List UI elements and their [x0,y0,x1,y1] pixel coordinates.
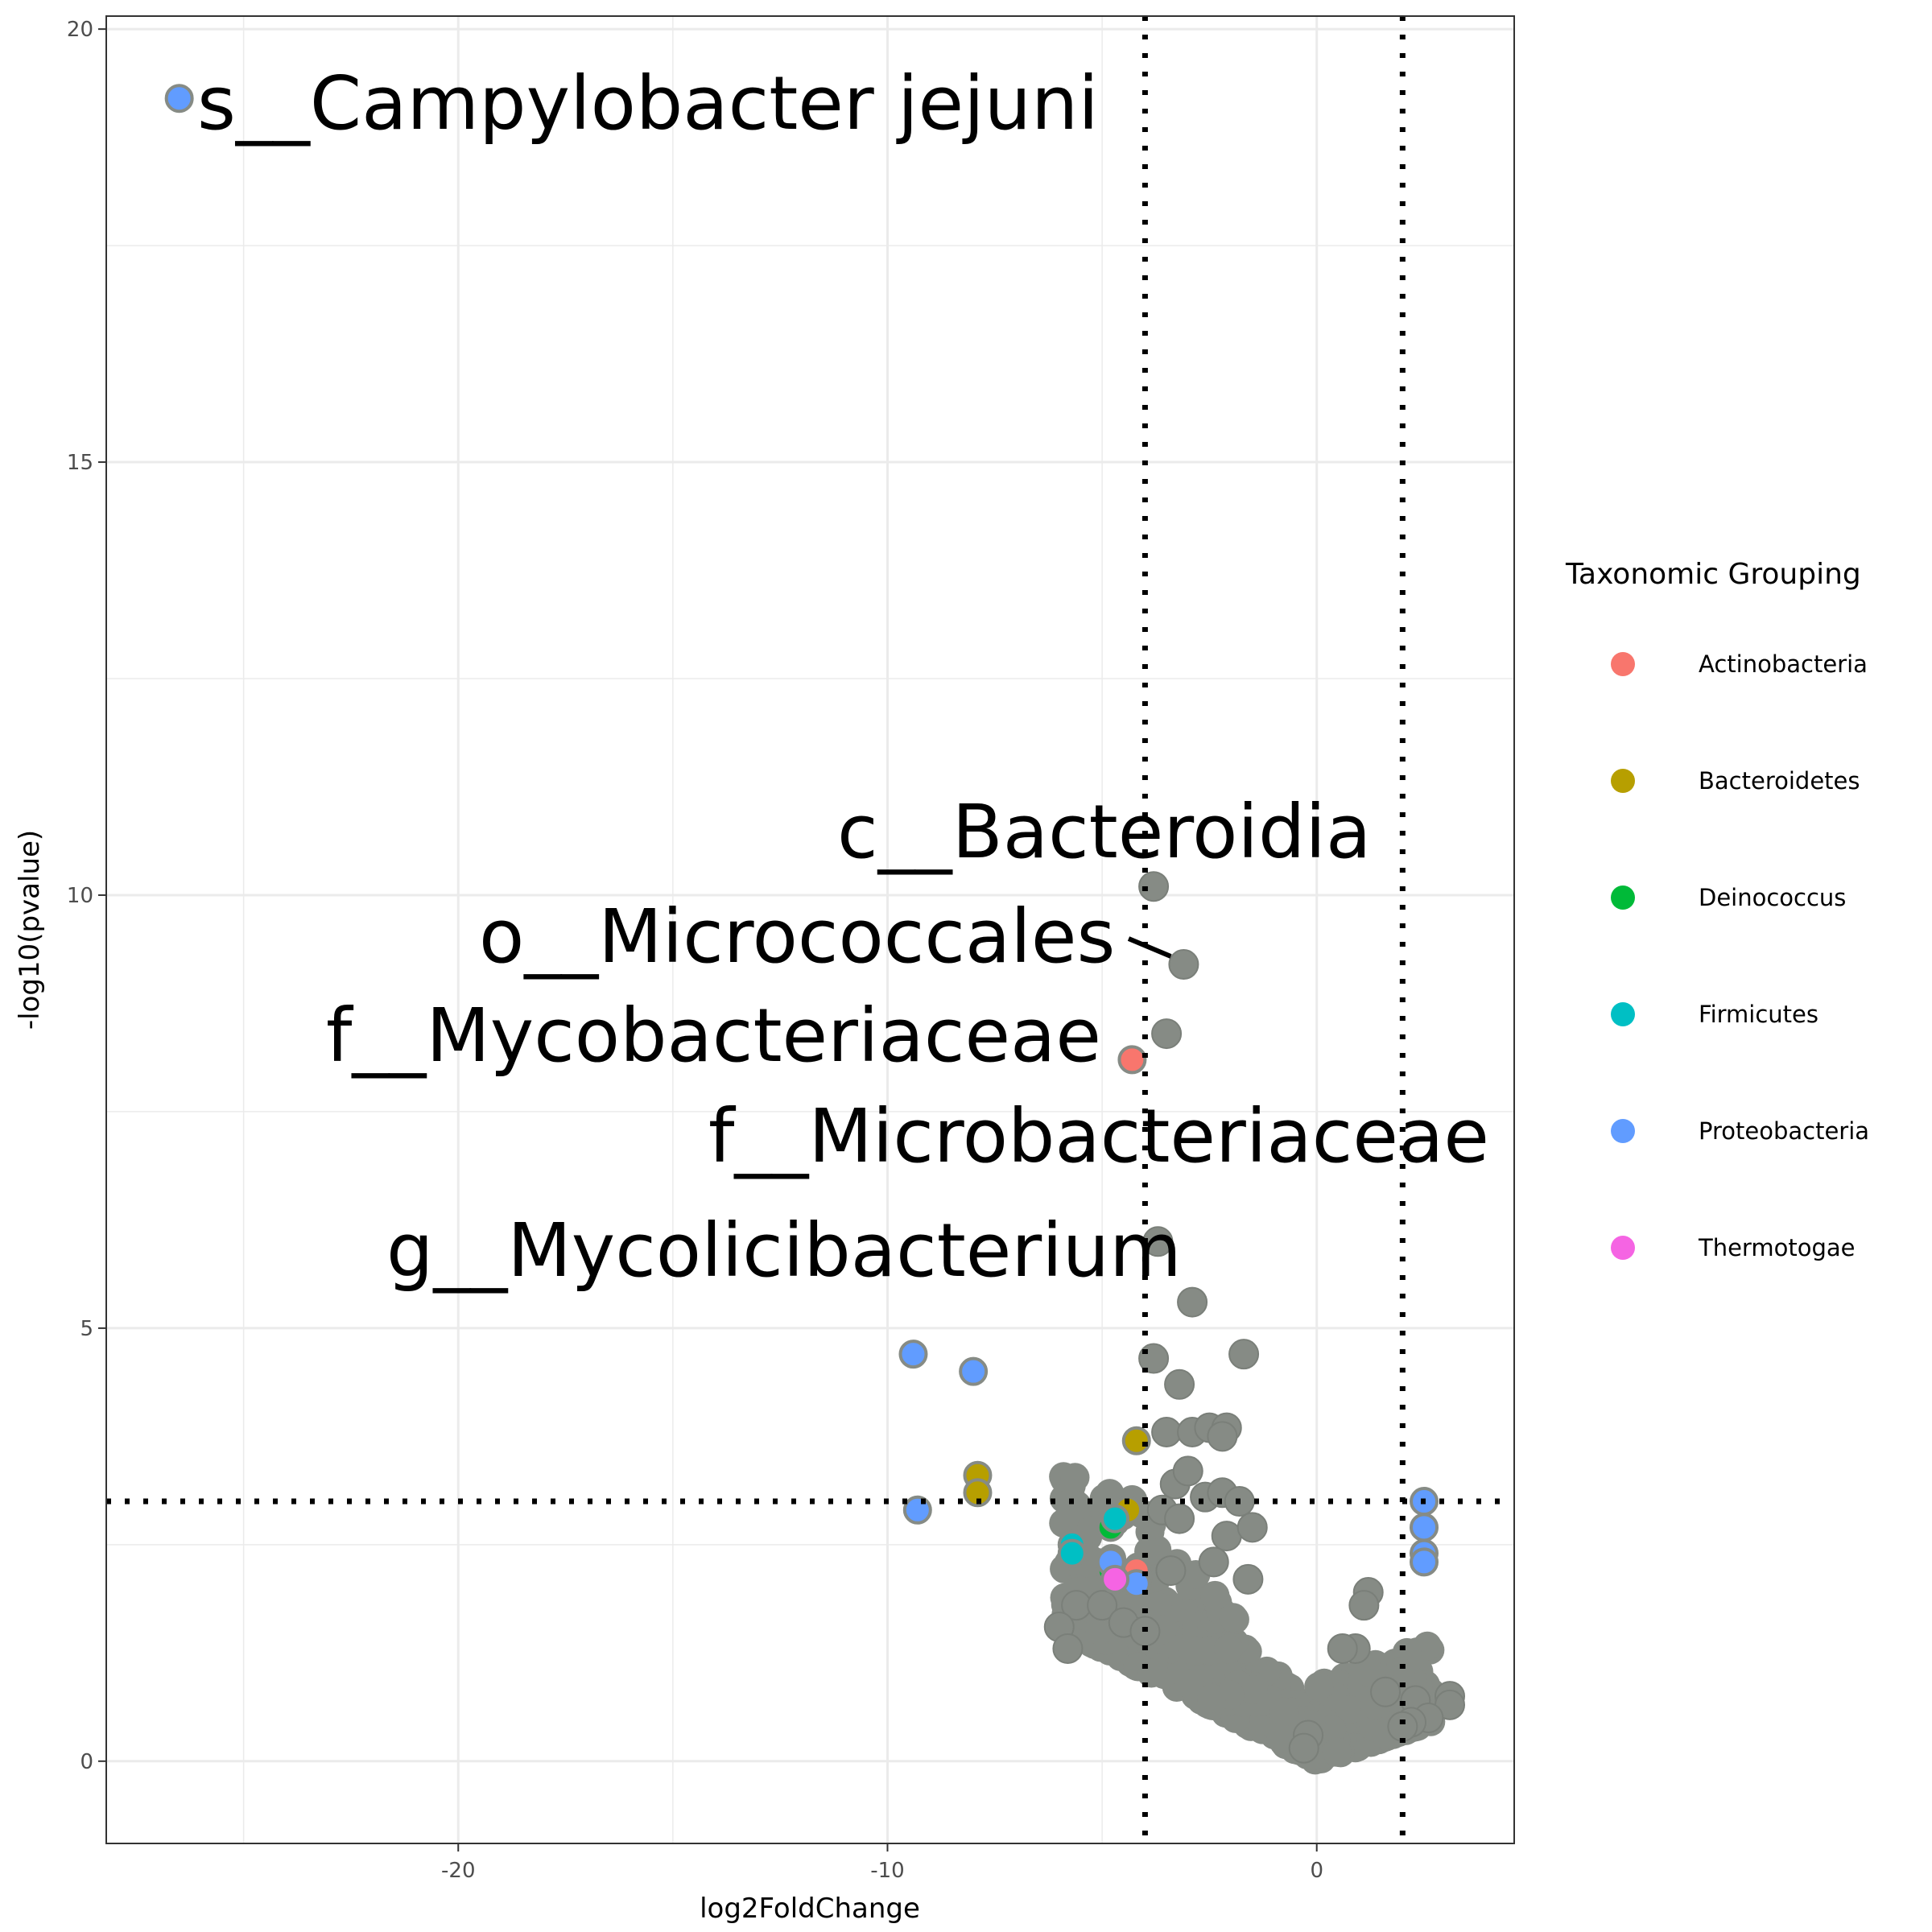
background-point [1352,1657,1381,1686]
background-point [1200,1580,1230,1610]
background-point [1168,949,1199,980]
legend-key-proteobacteria [1611,1119,1635,1143]
y-tick-label: 15 [67,451,93,475]
point-proteobacteria [1410,1513,1439,1542]
legend-label-thermotogae: Thermotogae [1698,1234,1855,1261]
background-point [1236,1512,1268,1543]
background-point [1232,1563,1264,1595]
legend-label-deinococcus: Deinococcus [1699,884,1846,911]
point-annotations: s__Campylobacter jejuni c__Bacteroidia o__… [197,60,1489,1294]
background-point [1304,1672,1334,1702]
label-c-bacteroidia: c__Bacteroidia [837,789,1371,875]
y-axis-title: -log10(pvalue) [14,830,46,1030]
background-point [1322,1737,1352,1767]
threshold-lines [106,16,1514,1843]
background-point [1197,1683,1227,1713]
background-point [1143,1591,1173,1621]
background-point [1387,1711,1418,1742]
point-proteobacteria [898,1340,928,1369]
plot-panel-border [105,15,1515,1844]
legend-title: Taxonomic Grouping [1565,558,1861,591]
point-actinobacteria [1117,1045,1147,1075]
legend-label-proteobacteria: Proteobacteria [1699,1117,1869,1145]
label-connector [1127,936,1172,959]
legend-key-firmicutes [1611,1002,1635,1026]
label-g-mycolicibacterium: g__Mycolicibacterium [386,1208,1182,1294]
background-point [1151,1018,1183,1050]
x-axis-title: log2FoldChange [700,1893,920,1925]
background-point [1164,1368,1195,1400]
background-point [1207,1421,1238,1452]
background-point [1060,1463,1090,1492]
background-point [1138,871,1170,902]
label-o-micrococcales: o__Micrococcales [479,894,1115,980]
background-point [1218,1603,1248,1633]
background-point [1052,1633,1084,1664]
background-point [1370,1676,1402,1707]
point-firmicutes [1057,1538,1087,1568]
background-point [1327,1633,1358,1664]
legend-key-thermotogae [1611,1236,1635,1260]
label-s-campylobacter-jejuni: s__Campylobacter jejuni [197,60,1099,147]
background-point [1213,1634,1243,1664]
background-point [1177,1286,1208,1318]
label-f-microbacteriaceae: f__Microbacteriaceae [708,1093,1489,1179]
point-proteobacteria [959,1356,989,1386]
background-point [1269,1697,1298,1727]
legend-key-bacteroidetes [1611,769,1635,793]
x-tick-label: -20 [441,1859,475,1883]
data-points [164,84,1439,1599]
y-tick-label: 20 [67,18,93,42]
legend-label-bacteroidetes: Bacteroidetes [1699,767,1860,795]
background-point [1174,1669,1204,1699]
plot-panel-background [106,16,1514,1843]
point-proteobacteria [164,84,194,114]
background-point [1085,1616,1115,1645]
x-tick-label: -10 [870,1859,904,1883]
background-point [1348,1590,1380,1621]
point-thermotogae [1100,1564,1130,1594]
background-point [1155,1555,1187,1587]
legend-key-deinococcus [1611,886,1635,910]
legend: Taxonomic Grouping Actinobacteria Bactero… [1565,558,1869,1261]
y-tick-label: 5 [80,1317,93,1341]
point-bacteroidetes [963,1478,993,1508]
background-point [1151,1416,1183,1447]
gridlines [106,16,1514,1843]
background-point [1087,1590,1118,1621]
background-point [1172,1455,1203,1487]
legend-label-firmicutes: Firmicutes [1699,1001,1818,1028]
y-tick-label: 10 [67,884,93,908]
y-tick-label: 0 [80,1750,93,1774]
background-point [1228,1339,1260,1370]
background-point [1211,1521,1242,1552]
background-point [1335,1695,1364,1724]
point-proteobacteria [902,1495,932,1525]
legend-key-actinobacteria [1611,652,1635,676]
label-f-mycobacteriaceae: f__Mycobacteriaceae [326,993,1101,1079]
background-point [1137,1658,1166,1688]
point-firmicutes [1100,1504,1130,1534]
background-point [1238,1675,1268,1705]
legend-label-actinobacteria: Actinobacteria [1699,650,1868,678]
background-point [1288,1732,1319,1764]
background-point [1198,1546,1229,1578]
axes: -20 -10 0 0 5 10 15 20 [67,18,1323,1883]
point-bacteroidetes [1121,1426,1151,1455]
point-proteobacteria [1410,1547,1439,1577]
background-point [1164,1503,1195,1534]
x-tick-label: 0 [1310,1859,1323,1883]
